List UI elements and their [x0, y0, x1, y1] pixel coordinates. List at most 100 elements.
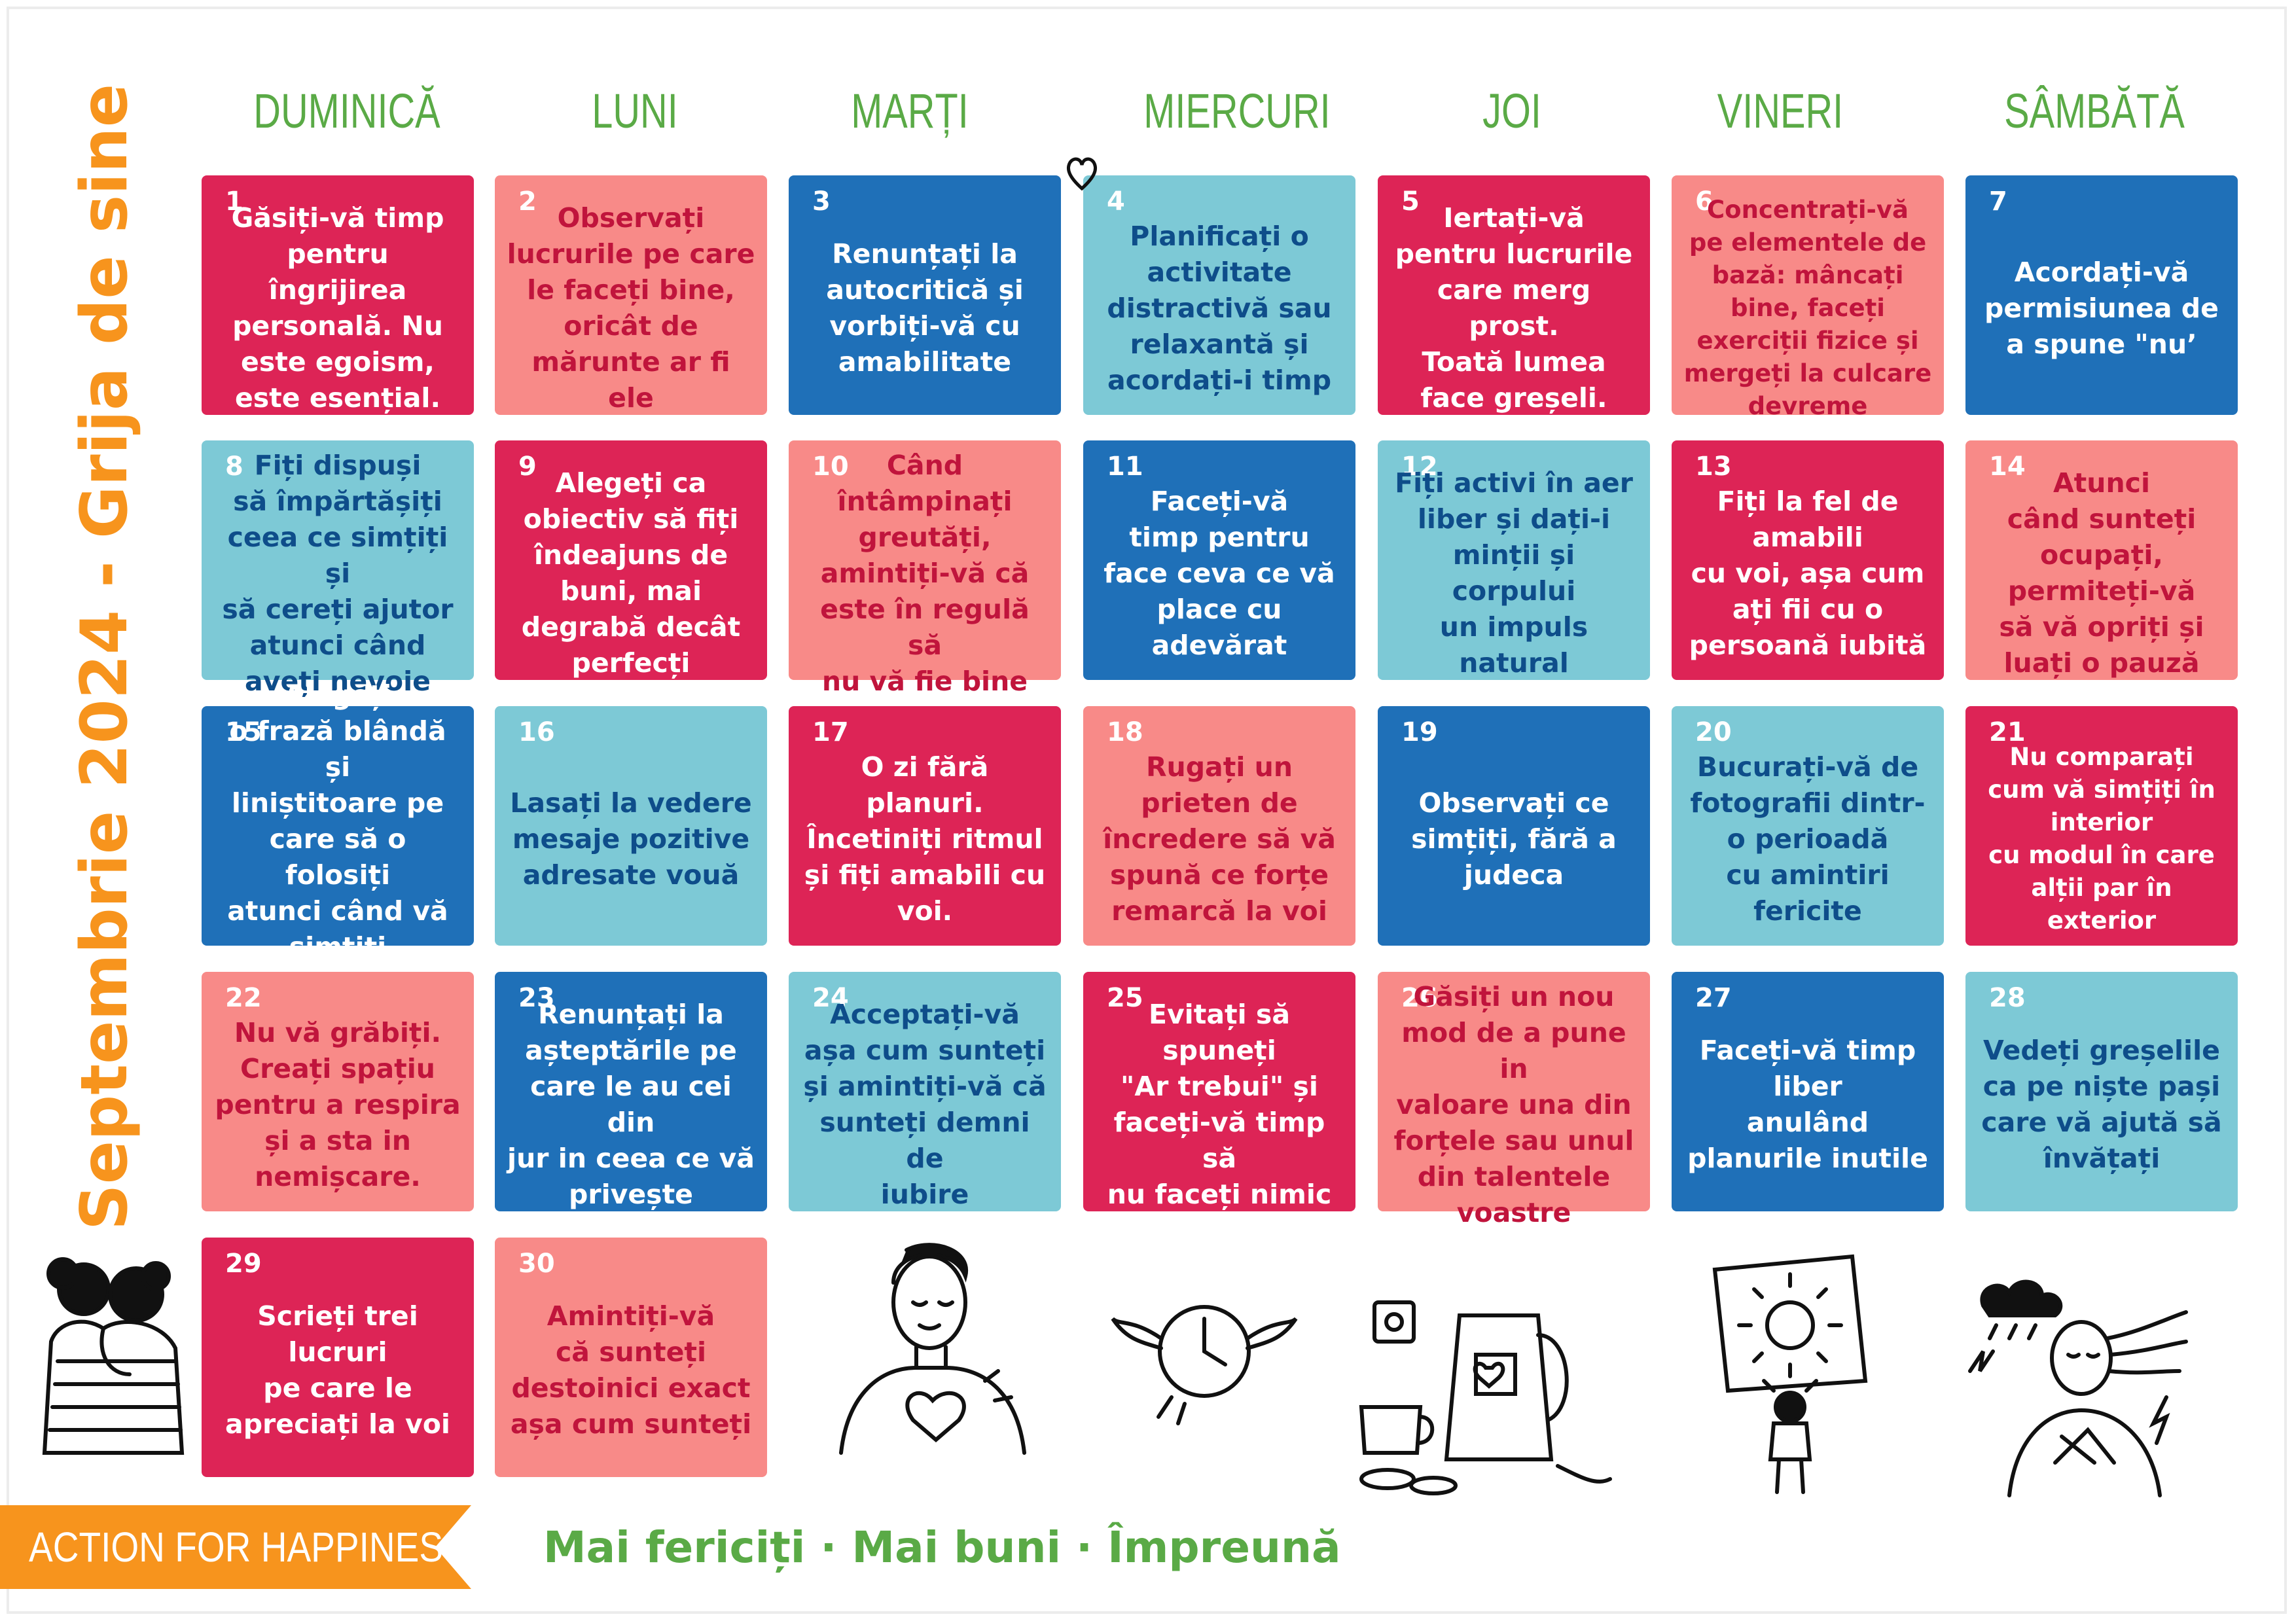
day-cell-7: 7 Acordați-vă permisiunea de a spune "nu’	[1965, 175, 2238, 415]
day-cell-8: 8 Fiți dispuși să împărtășiți ceea ce sim…	[202, 440, 474, 697]
day-number: 3	[812, 187, 831, 217]
day-tip: Găsiți-vă timp pentru îngrijirea persona…	[231, 202, 444, 414]
day-tip: Observați lucrurile pe care le faceți bi…	[507, 202, 755, 414]
day-tip: Concentrați-vă pe elementele de bază: mâ…	[1683, 196, 1932, 420]
day-number: 2	[518, 187, 537, 217]
day-number: 12	[1401, 452, 1438, 482]
day-tip: Atunci când sunteți ocupați, permiteți-v…	[1999, 467, 2204, 679]
day-number: 27	[1695, 983, 1732, 1013]
day-cell-21: 21 Nu comparați cum vă simțiți în interio…	[1965, 706, 2238, 946]
day-number: 20	[1695, 717, 1732, 747]
day-tip: Amintiți-vă că sunteți destoinici exact …	[510, 1300, 752, 1440]
day-number: 14	[1989, 452, 2026, 482]
weekday-header: DUMINICĂ LUNI MARȚI MIERCURI JOI VINERI …	[0, 72, 2296, 151]
day-tip: Rugați un prieten de încredere să vă spu…	[1103, 751, 1336, 927]
day-tip: Găsiți un nou mod de a pune in valoare u…	[1393, 980, 1634, 1228]
weekday-friday: VINERI	[1717, 84, 1844, 138]
windy-calm-person-icon	[1968, 1279, 2188, 1497]
day-tip: Fiți dispuși să împărtășiți ceea ce simț…	[222, 449, 454, 697]
day-cell-2: 2 Observați lucrurile pe care le faceți b…	[495, 175, 767, 415]
day-number: 25	[1107, 983, 1143, 1013]
day-number: 1	[225, 187, 243, 217]
day-number: 21	[1989, 717, 2026, 747]
footer-slogan: Mai fericiți · Mai buni · Împreună	[543, 1522, 1341, 1573]
day-tip: Bucurați-vă de fotografii dintr- o perio…	[1690, 751, 1926, 927]
day-cell-29: 29 Scrieți trei lucruri pe care le apreci…	[202, 1238, 474, 1477]
weekday-thursday: JOI	[1482, 84, 1541, 138]
day-cell-9: 9 Alegeți ca obiectiv să fiți îndeajuns d…	[495, 440, 767, 680]
day-cell-20: 20 Bucurați-vă de fotografii dintr- o per…	[1672, 706, 1944, 946]
day-number: 17	[812, 717, 849, 747]
day-cell-30: 30 Amintiți-vă că sunteți destoinici exac…	[495, 1238, 767, 1477]
day-cell-28: 28 Vedeți greșelile ca pe niște pași care…	[1965, 972, 2238, 1211]
day-cell-27: 27 Faceți-vă timp liber anulând planurile…	[1672, 972, 1944, 1211]
day-number: 28	[1989, 983, 2026, 1013]
day-cell-13: 13 Fiți la fel de amabili cu voi, așa cum…	[1672, 440, 1944, 680]
weekday-wednesday: MIERCURI	[1143, 84, 1331, 138]
weekday-saturday: SÂMBĂTĂ	[2004, 84, 2185, 138]
flying-clock-icon	[1111, 1305, 1298, 1425]
day-tip: Nu vă grăbiți. Creați spațiu pentru a re…	[215, 1016, 461, 1192]
day-tip: Acordați-vă permisiunea de a spune "nu’	[1984, 256, 2219, 360]
day-tip: Lasați la vedere mesaje pozitive adresat…	[510, 787, 752, 891]
day-cell-24: 24 Acceptați-vă așa cum sunteți și aminti…	[789, 972, 1061, 1211]
day-cell-6: 6 Concentrați-vă pe elementele de bază: m…	[1672, 175, 1944, 420]
day-number: 7	[1989, 187, 2007, 217]
day-number: 23	[518, 983, 555, 1013]
day-cell-4: 4 Planificați o activitate distractivă sa…	[1083, 175, 1355, 415]
day-number: 9	[518, 452, 537, 482]
day-cell-5: 5 Iertați-vă pentru lucrurile care merg p…	[1378, 175, 1650, 415]
kettle-and-mug-icon	[1359, 1300, 1612, 1495]
day-cell-19: 19 Observați ce simțiți, fără a judeca	[1378, 706, 1650, 946]
self-love-person-icon	[839, 1243, 1026, 1455]
day-cell-16: 16 Lasați la vedere mesaje pozitive adres…	[495, 706, 767, 946]
action-for-happiness-logo	[0, 1505, 471, 1589]
day-tip: Nu comparați cum vă simțiți în interior …	[1988, 743, 2215, 935]
day-tip: Scrieți trei lucruri pe care le apreciaț…	[225, 1300, 450, 1440]
day-tip: Planificați o activitate distractivă sau…	[1107, 220, 1332, 396]
day-cell-14: 14 Atunci când sunteți ocupați, permiteți…	[1965, 440, 2238, 680]
day-number: 29	[225, 1249, 262, 1279]
day-tip: Faceți-vă timp liber anulând planurile i…	[1687, 1035, 1928, 1174]
day-number: 15	[225, 717, 262, 747]
day-tip: Când întâmpinați greutăți, amintiți-vă c…	[820, 449, 1030, 697]
day-tip: Fiți activi în aer liber și dați-i minți…	[1395, 467, 1633, 679]
day-tip: Acceptați-vă așa cum sunteți și amintiți…	[803, 999, 1047, 1210]
weekday-monday: LUNI	[592, 84, 678, 138]
hugging-people-icon	[42, 1257, 185, 1455]
sun-picture-icon	[1712, 1254, 1868, 1494]
day-cell-17: 17 O zi fără planuri. Încetiniți ritmul ș…	[789, 706, 1061, 946]
day-tip: Renunțați la autocritică și vorbiți-vă c…	[826, 238, 1024, 378]
day-number: 16	[518, 717, 555, 747]
day-cell-1: 1 Găsiți-vă timp pentru îngrijirea person…	[202, 175, 474, 415]
day-cell-18: 18 Rugați un prieten de încredere să vă s…	[1083, 706, 1355, 946]
day-tip: Alegeți ca obiectiv să fiți îndeajuns de…	[521, 467, 741, 679]
logo-text: ACTION FOR HAPPINESS	[29, 1524, 467, 1571]
page-frame	[7, 7, 2287, 1614]
day-cell-26: 26 Găsiți un nou mod de a pune in valoare…	[1378, 972, 1650, 1228]
heart-doodle-icon	[1066, 157, 1098, 191]
day-number: 10	[812, 452, 849, 482]
day-tip: Observați ce simțiți, fără a judeca	[1411, 787, 1617, 891]
day-tip: Alegeți o frază blândă și liniștitoare p…	[227, 679, 448, 999]
weekday-tuesday: MARȚI	[851, 84, 969, 138]
day-number: 30	[518, 1249, 555, 1279]
day-number: 19	[1401, 717, 1438, 747]
day-number: 18	[1107, 717, 1143, 747]
day-tip: Fiți la fel de amabili cu voi, așa cum a…	[1689, 485, 1927, 661]
weekday-sunday: DUMINICĂ	[253, 84, 440, 138]
day-number: 24	[812, 983, 849, 1013]
day-cell-11: 11 Faceți-vă timp pentru face ceva ce vă …	[1083, 440, 1355, 680]
day-cell-10: 10 Când întâmpinați greutăți, amintiți-vă…	[789, 440, 1061, 697]
day-cell-22: 22 Nu vă grăbiți. Creați spațiu pentru a …	[202, 972, 474, 1211]
day-number: 8	[225, 452, 243, 482]
day-tip: Evitați să spuneți "Ar trebui" și faceți…	[1107, 999, 1332, 1210]
day-tip: Vedeți greșelile ca pe niște pași care v…	[1981, 1035, 2222, 1174]
day-cell-25: 25 Evitați să spuneți "Ar trebui" și face…	[1083, 972, 1355, 1211]
day-cell-3: 3 Renunțați la autocritică și vorbiți-vă …	[789, 175, 1061, 415]
day-number: 26	[1401, 983, 1438, 1013]
day-cell-15: 15 Alegeți o frază blândă și liniștitoare…	[202, 679, 474, 999]
day-number: 22	[225, 983, 262, 1013]
day-tip: O zi fără planuri. Încetiniți ritmul și …	[804, 751, 1046, 927]
day-tip: Renunțați la așteptările pe care le au c…	[507, 999, 755, 1210]
